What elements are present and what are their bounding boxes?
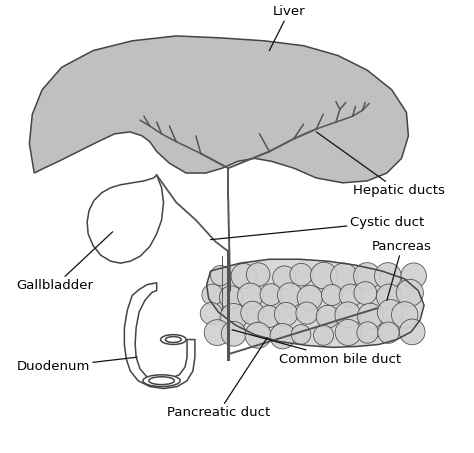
- Circle shape: [401, 263, 427, 289]
- Circle shape: [237, 283, 263, 308]
- Ellipse shape: [165, 337, 181, 342]
- Circle shape: [241, 301, 264, 324]
- Circle shape: [313, 325, 334, 345]
- Circle shape: [357, 303, 383, 329]
- Text: Hepatic ducts: Hepatic ducts: [316, 132, 445, 197]
- Circle shape: [221, 322, 246, 346]
- Ellipse shape: [149, 377, 174, 385]
- Text: Pancreatic duct: Pancreatic duct: [167, 337, 270, 419]
- Circle shape: [339, 284, 362, 307]
- Circle shape: [260, 284, 282, 305]
- Circle shape: [296, 302, 318, 324]
- Circle shape: [310, 262, 337, 289]
- Circle shape: [330, 263, 357, 290]
- Circle shape: [354, 263, 381, 289]
- Circle shape: [220, 304, 247, 331]
- Circle shape: [392, 302, 418, 328]
- Circle shape: [204, 320, 230, 346]
- Circle shape: [291, 325, 311, 344]
- Circle shape: [335, 319, 361, 346]
- Circle shape: [374, 263, 401, 289]
- Polygon shape: [87, 175, 164, 263]
- Polygon shape: [124, 283, 195, 389]
- Text: Liver: Liver: [269, 5, 305, 51]
- Circle shape: [399, 319, 425, 345]
- Text: Gallbladder: Gallbladder: [17, 232, 113, 292]
- Text: Duodenum: Duodenum: [17, 357, 137, 373]
- Text: Pancreas: Pancreas: [372, 240, 432, 300]
- Circle shape: [258, 305, 280, 328]
- Polygon shape: [29, 36, 409, 183]
- Circle shape: [273, 266, 296, 289]
- Circle shape: [377, 299, 403, 325]
- Circle shape: [297, 285, 322, 310]
- Circle shape: [376, 284, 401, 309]
- Circle shape: [277, 283, 302, 308]
- Ellipse shape: [143, 375, 180, 386]
- Text: Common bile duct: Common bile duct: [232, 330, 401, 366]
- Circle shape: [357, 322, 378, 343]
- Circle shape: [231, 264, 256, 289]
- Circle shape: [396, 280, 423, 306]
- Polygon shape: [207, 259, 424, 347]
- Circle shape: [246, 263, 270, 286]
- Circle shape: [219, 286, 243, 309]
- Circle shape: [274, 303, 298, 326]
- Circle shape: [210, 265, 231, 285]
- Circle shape: [378, 322, 399, 343]
- Circle shape: [321, 284, 342, 305]
- Circle shape: [270, 323, 295, 349]
- Circle shape: [245, 322, 271, 348]
- Circle shape: [201, 303, 222, 324]
- Circle shape: [290, 263, 312, 286]
- Circle shape: [316, 305, 339, 328]
- Text: Cystic duct: Cystic duct: [210, 216, 424, 240]
- Circle shape: [202, 284, 223, 305]
- Circle shape: [354, 282, 377, 304]
- Circle shape: [335, 302, 361, 328]
- Ellipse shape: [161, 335, 186, 344]
